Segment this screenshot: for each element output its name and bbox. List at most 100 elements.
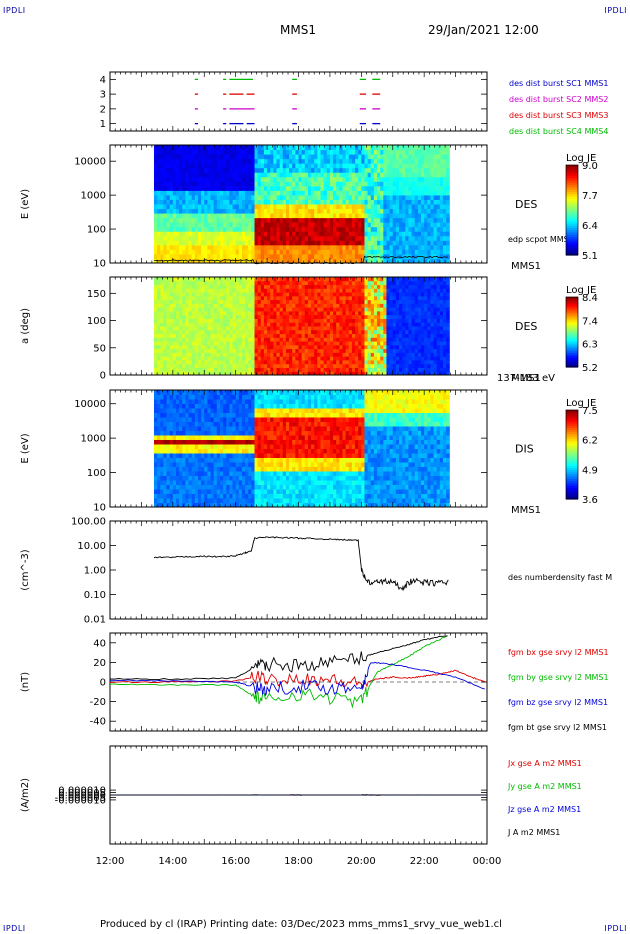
des-energy-cell [405,185,409,191]
des-pitch-cell [282,352,287,357]
des-pitch-cell [424,292,428,297]
des-pitch-cell [364,322,369,327]
des-energy-cell [213,244,218,250]
des-pitch-cell [282,288,287,293]
des-energy-cell [223,149,227,155]
des-energy-cell [329,217,334,223]
des-pitch-cell [273,314,278,319]
des-pitch-cell [342,352,347,357]
des-energy-cell [326,172,331,178]
des-pitch-cell [421,284,425,289]
des-energy-cell [182,145,186,151]
des-pitch-cell [169,337,174,342]
des-pitch-cell [182,284,186,289]
des-pitch-cell [323,348,328,353]
des-pitch-cell [424,367,428,372]
des-energy-cell [188,190,193,196]
des-pitch-cell [235,280,240,286]
des-pitch-cell [405,295,409,301]
des-energy-cell [169,217,174,223]
des-pitch-cell [229,288,234,293]
des-pitch-cell [163,295,168,301]
des-pitch-cell [245,307,249,312]
des-energy-cell [254,181,259,187]
des-pitch-cell [241,322,246,327]
des-pitch-cell [263,303,268,308]
des-energy-cell [166,149,171,155]
des-energy-cell [248,194,252,200]
des-pitch-cell [179,280,183,286]
des-energy-cell [197,235,202,241]
des-pitch-cell [370,310,375,316]
des-energy-cell [241,235,246,241]
des-energy-cell [232,222,237,228]
des-energy-cell [351,217,356,223]
des-pitch-cell [414,329,419,335]
des-pitch-cell [298,280,303,286]
des-energy-cell [175,154,180,160]
des-pitch-cell [292,356,296,361]
des-pitch-cell [194,314,199,319]
des-energy-cell [446,163,450,169]
des-pitch-cell [229,277,234,282]
des-energy-cell [241,217,246,223]
des-pitch-cell [182,337,186,342]
des-energy-cell [185,149,190,155]
des-energy-cell [160,217,164,223]
des-pitch-cell [251,314,256,319]
des-pitch-cell [446,277,450,282]
des-pitch-cell [207,337,212,342]
des-energy-cell [241,181,246,187]
des-energy-cell [226,258,230,264]
des-pitch-cell [424,284,428,289]
des-pitch-cell [213,356,218,361]
des-energy-cell [311,208,315,214]
des-energy-cell [389,176,394,182]
des-pitch-cell [383,341,387,346]
des-pitch-cell [153,363,158,368]
des-pitch-cell [436,344,441,350]
des-pitch-cell [314,367,318,372]
des-energy-cell [446,145,450,151]
des-energy-cell [395,172,400,178]
des-energy-cell [417,172,422,178]
des-pitch-cell [235,341,240,346]
des-energy-cell [295,176,299,182]
des-pitch-cell [210,303,215,308]
des-pitch-cell [439,329,444,335]
des-energy-tick-2: 1000 [81,191,106,202]
des-pitch-cell [175,329,180,335]
des-energy-cell [298,181,303,187]
des-energy-cell [235,154,240,160]
des-pitch-cell [348,284,353,289]
des-energy-cell [235,222,240,228]
des-energy-cell [223,235,227,241]
des-energy-cell [439,185,444,191]
des-pitch-cell [336,344,340,350]
des-pitch-cell [298,367,303,372]
des-energy-cell [182,204,186,210]
des-pitch-cell [367,333,372,338]
des-pitch-cell [370,337,375,342]
des-pitch-cell [370,333,375,338]
des-pitch-cell [317,352,321,357]
des-energy-cell [172,154,177,160]
des-energy-cell [257,204,262,210]
des-energy-cell [355,176,359,182]
des-pitch-cell [163,337,168,342]
des-pitch-cell [276,307,281,312]
des-energy-cell [169,258,174,264]
des-pitch-cell [160,344,164,350]
des-pitch-cell [364,295,369,301]
des-energy-cell [157,213,161,219]
des-energy-cell [166,158,171,164]
des-energy-cell [380,199,384,205]
des-energy-cell [188,240,193,246]
des-energy-cell [219,240,224,246]
des-pitch-cell [358,352,362,357]
des-pitch-cell [351,307,356,312]
des-energy-cell [408,181,413,187]
des-energy-cell [219,231,224,237]
des-energy-cell [373,253,378,259]
des-pitch-cell [311,310,315,316]
